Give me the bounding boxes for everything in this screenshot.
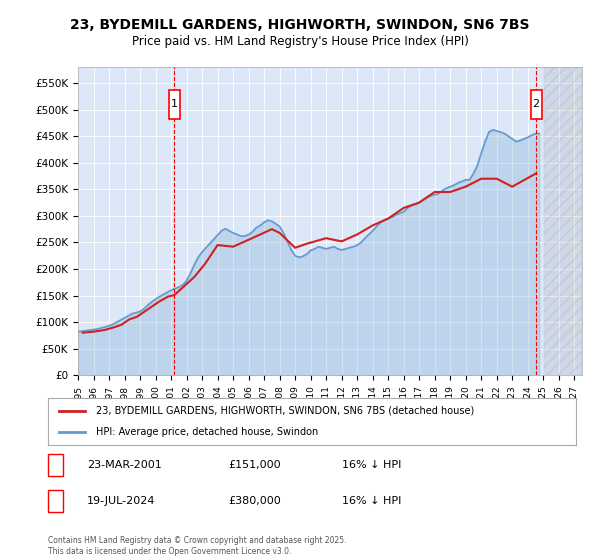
Text: Price paid vs. HM Land Registry's House Price Index (HPI): Price paid vs. HM Land Registry's House … — [131, 35, 469, 49]
Text: 23-MAR-2001: 23-MAR-2001 — [87, 460, 162, 470]
Text: 23, BYDEMILL GARDENS, HIGHWORTH, SWINDON, SN6 7BS: 23, BYDEMILL GARDENS, HIGHWORTH, SWINDON… — [70, 18, 530, 32]
Text: Contains HM Land Registry data © Crown copyright and database right 2025.
This d: Contains HM Land Registry data © Crown c… — [48, 536, 347, 556]
FancyBboxPatch shape — [169, 90, 180, 119]
Text: £151,000: £151,000 — [228, 460, 281, 470]
Text: £380,000: £380,000 — [228, 496, 281, 506]
Text: 16% ↓ HPI: 16% ↓ HPI — [342, 460, 401, 470]
Text: 2: 2 — [52, 496, 59, 506]
Text: 1: 1 — [52, 460, 59, 470]
Text: 2: 2 — [533, 99, 539, 109]
Text: HPI: Average price, detached house, Swindon: HPI: Average price, detached house, Swin… — [95, 427, 318, 437]
FancyBboxPatch shape — [530, 90, 542, 119]
Text: 16% ↓ HPI: 16% ↓ HPI — [342, 496, 401, 506]
Text: 23, BYDEMILL GARDENS, HIGHWORTH, SWINDON, SN6 7BS (detached house): 23, BYDEMILL GARDENS, HIGHWORTH, SWINDON… — [95, 406, 474, 416]
Text: 1: 1 — [171, 99, 178, 109]
Text: 19-JUL-2024: 19-JUL-2024 — [87, 496, 155, 506]
Bar — [543, 67, 582, 375]
